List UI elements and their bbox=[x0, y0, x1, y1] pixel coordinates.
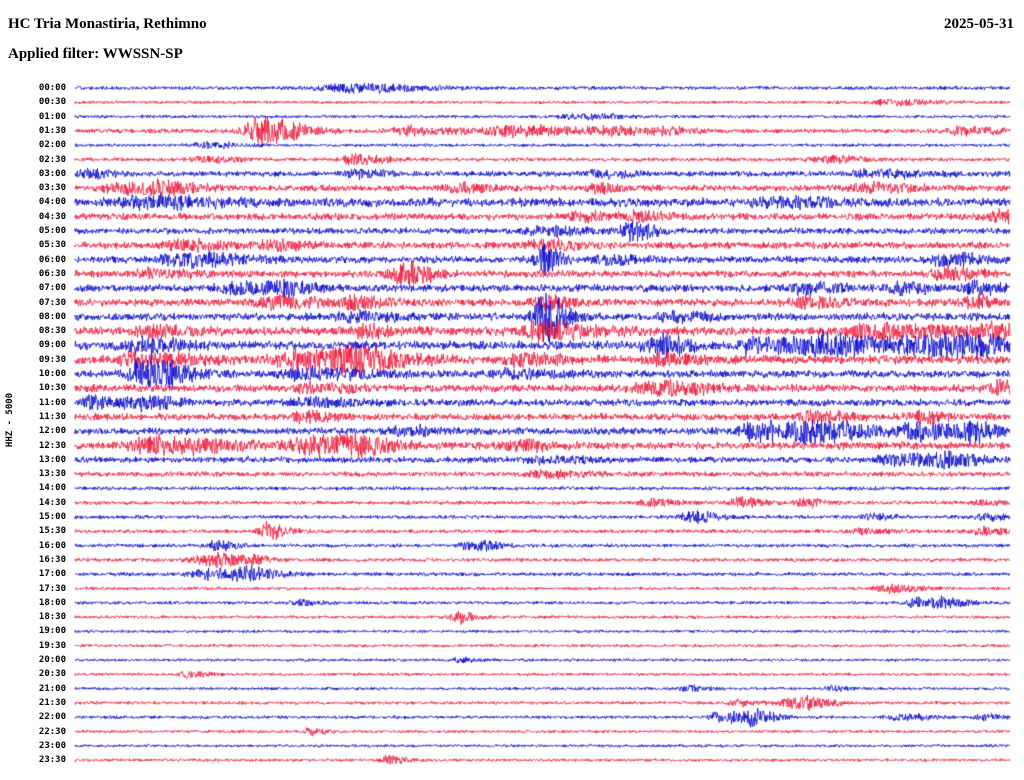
time-label-22:30: 22:30 bbox=[38, 726, 66, 737]
time-label-11:00: 11:00 bbox=[38, 397, 66, 408]
time-label-18:30: 18:30 bbox=[38, 612, 66, 623]
time-label-02:00: 02:00 bbox=[38, 140, 66, 151]
time-label-02:30: 02:30 bbox=[38, 154, 66, 165]
time-label-21:00: 21:00 bbox=[38, 683, 66, 694]
time-label-10:30: 10:30 bbox=[38, 383, 66, 394]
filter-label: Applied filter: WWSSN-SP bbox=[8, 46, 183, 62]
time-label-16:00: 16:00 bbox=[38, 540, 66, 551]
time-label-20:30: 20:30 bbox=[38, 669, 66, 680]
time-label-15:30: 15:30 bbox=[38, 526, 66, 537]
time-label-00:00: 00:00 bbox=[38, 83, 66, 93]
time-label-11:30: 11:30 bbox=[38, 411, 66, 422]
time-label-10:00: 10:00 bbox=[38, 369, 66, 379]
time-label-08:30: 08:30 bbox=[38, 326, 66, 337]
time-label-15:00: 15:00 bbox=[38, 512, 66, 522]
time-label-17:00: 17:00 bbox=[38, 569, 66, 580]
time-label-01:30: 01:30 bbox=[38, 125, 66, 136]
time-label-04:30: 04:30 bbox=[38, 211, 66, 222]
time-label-09:00: 09:00 bbox=[38, 340, 66, 351]
time-label-17:30: 17:30 bbox=[38, 583, 66, 594]
time-label-05:30: 05:30 bbox=[38, 240, 66, 251]
time-label-03:00: 03:00 bbox=[38, 168, 66, 179]
time-label-09:30: 09:30 bbox=[38, 354, 66, 365]
time-label-04:00: 04:00 bbox=[38, 197, 66, 208]
time-label-14:00: 14:00 bbox=[38, 483, 66, 494]
time-label-03:30: 03:30 bbox=[38, 183, 66, 194]
time-label-06:00: 06:00 bbox=[38, 254, 66, 265]
time-label-13:00: 13:00 bbox=[38, 454, 66, 465]
time-label-06:30: 06:30 bbox=[38, 268, 66, 279]
time-label-23:30: 23:30 bbox=[38, 755, 66, 766]
time-label-01:00: 01:00 bbox=[38, 111, 66, 122]
time-label-19:30: 19:30 bbox=[38, 640, 66, 651]
time-label-00:30: 00:30 bbox=[38, 97, 66, 108]
station-title: HC Tria Monastiria, Rethimno bbox=[8, 16, 207, 32]
time-label-20:00: 20:00 bbox=[38, 655, 66, 665]
time-label-12:00: 12:00 bbox=[38, 426, 66, 437]
time-label-14:30: 14:30 bbox=[38, 497, 66, 508]
time-label-23:00: 23:00 bbox=[38, 740, 66, 751]
time-label-05:00: 05:00 bbox=[38, 226, 66, 236]
time-label-18:00: 18:00 bbox=[38, 597, 66, 608]
time-label-07:00: 07:00 bbox=[38, 283, 66, 294]
time-label-07:30: 07:30 bbox=[38, 297, 66, 308]
record-date: 2025-05-31 bbox=[944, 16, 1014, 32]
time-label-08:00: 08:00 bbox=[38, 311, 66, 322]
time-axis-labels: 00:00 00:30 01:00 01:30 02:00 02:30 03:00 03:30… bbox=[0, 0, 70, 780]
time-label-19:00: 19:00 bbox=[38, 626, 66, 637]
time-label-21:30: 21:30 bbox=[38, 697, 66, 708]
time-label-13:30: 13:30 bbox=[38, 469, 66, 480]
time-label-16:30: 16:30 bbox=[38, 554, 66, 565]
time-label-22:00: 22:00 bbox=[38, 712, 66, 723]
time-label-12:30: 12:30 bbox=[38, 440, 66, 451]
